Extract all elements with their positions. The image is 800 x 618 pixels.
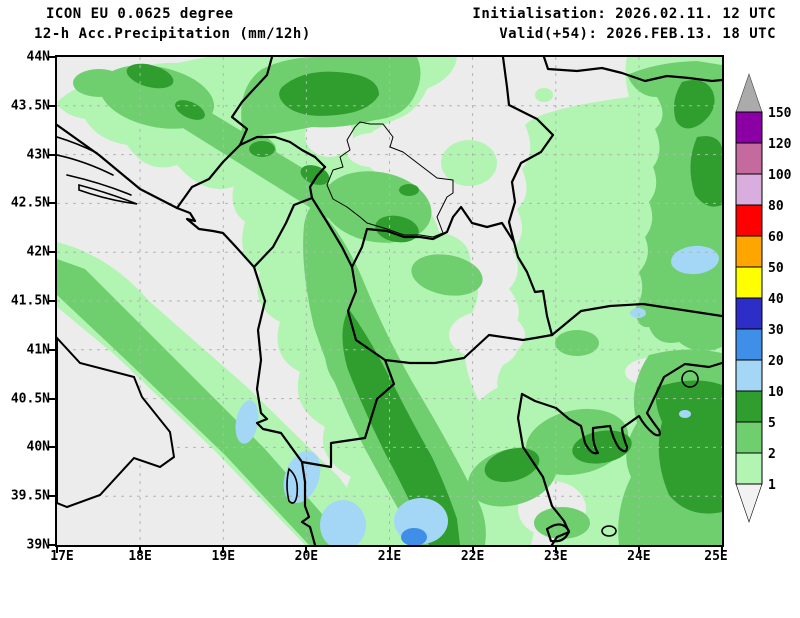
lat-label: 44N: [26, 49, 50, 65]
lon-tick: [554, 546, 557, 553]
legend-block: [735, 266, 763, 299]
lon-tick: [139, 546, 142, 553]
legend-value: 10: [768, 385, 784, 400]
layer-precip-5mm: [126, 63, 722, 545]
lat-label: 42.5N: [10, 195, 50, 211]
lon-tick: [637, 546, 640, 553]
legend-block: [735, 142, 763, 175]
legend-color-blocks: [735, 111, 763, 485]
country-borders: [57, 57, 722, 545]
lat-tick: [48, 202, 55, 205]
model-title: ICON EU 0.0625 degree: [46, 6, 234, 22]
lon-tick: [721, 546, 723, 553]
lon-label: 20E: [294, 549, 319, 564]
lat-label: 40.5N: [10, 391, 50, 407]
lon-tick: [471, 546, 474, 553]
map-frame: [55, 55, 724, 547]
initialisation-time: Initialisation: 2026.02.11. 12 UTC: [472, 6, 776, 22]
legend-overflow-arrow: [735, 73, 763, 113]
valid-time: Valid(+54): 2026.FEB.13. 18 UTC: [499, 26, 776, 42]
lon-tick: [222, 546, 225, 553]
precipitation-map: [57, 57, 722, 545]
lon-label: 19E: [211, 549, 236, 564]
lon-tick: [388, 546, 391, 553]
legend-block: [735, 173, 763, 206]
grid-lines: [57, 57, 722, 545]
legend-value: 50: [768, 261, 784, 276]
lon-label: 25E: [704, 549, 728, 564]
legend-block: [735, 204, 763, 237]
lat-tick: [48, 300, 55, 302]
legend-value: 40: [768, 292, 784, 307]
legend-block: [735, 328, 763, 361]
lat-tick: [48, 348, 55, 351]
legend-value: 30: [768, 323, 784, 338]
lon-label: 18E: [128, 549, 152, 564]
legend-block: [735, 390, 763, 423]
legend-value: 1: [768, 478, 776, 493]
lon-label: 22E: [460, 549, 485, 564]
lon-label: 17E: [50, 549, 74, 564]
product-title: 12-h Acc.Precipitation (mm/12h): [34, 26, 311, 42]
lon-label: 23E: [544, 549, 568, 564]
lat-label: 43.5N: [10, 98, 50, 114]
corfu-island: [286, 467, 299, 504]
lon-tick: [56, 546, 58, 553]
legend-block: [735, 111, 763, 144]
legend-value: 80: [768, 199, 784, 214]
thasos-island: [681, 370, 699, 388]
legend-value: 150: [768, 106, 792, 121]
lat-tick: [48, 104, 55, 107]
lon-label: 24E: [627, 549, 651, 564]
lat-label: 40N: [26, 439, 50, 455]
lat-tick: [48, 544, 55, 546]
legend-underflow-arrow: [735, 483, 763, 523]
legend-value: 120: [768, 137, 792, 152]
layer-precip-20mm: [401, 528, 427, 545]
lat-tick: [48, 251, 55, 254]
lon-label: 21E: [377, 549, 402, 564]
legend-block: [735, 235, 763, 268]
lat-label: 39N: [26, 537, 50, 553]
italy-landmass: [57, 336, 176, 509]
lat-tick: [48, 495, 55, 498]
precipitation-legend: 150 120 100 80 60 50 40 30 20 10 5 2 1: [735, 73, 792, 523]
legend-block: [735, 452, 763, 485]
islands: [57, 136, 699, 537]
lat-tick: [48, 397, 55, 400]
legend-value: 2: [768, 447, 776, 462]
lat-label: 41.5N: [10, 293, 50, 309]
lat-label: 43N: [26, 147, 50, 163]
lat-tick: [48, 446, 55, 449]
lat-label: 42N: [26, 244, 50, 260]
legend-value: 60: [768, 230, 784, 245]
kosovo-boundary: [326, 121, 454, 238]
legend-block: [735, 297, 763, 330]
legend-block: [735, 359, 763, 392]
legend-value-labels: 150 120 100 80 60 50 40 30 20 10 5 2 1: [768, 106, 792, 493]
legend-value: 20: [768, 354, 784, 369]
lon-tick: [305, 546, 308, 553]
lat-label: 39.5N: [10, 488, 50, 504]
legend-value: 100: [768, 168, 792, 183]
lat-label: 41N: [26, 342, 50, 358]
lat-tick: [48, 153, 55, 156]
legend-block: [735, 421, 763, 454]
lat-tick: [48, 56, 55, 58]
small-island: [601, 525, 617, 537]
legend-value: 5: [768, 416, 776, 431]
